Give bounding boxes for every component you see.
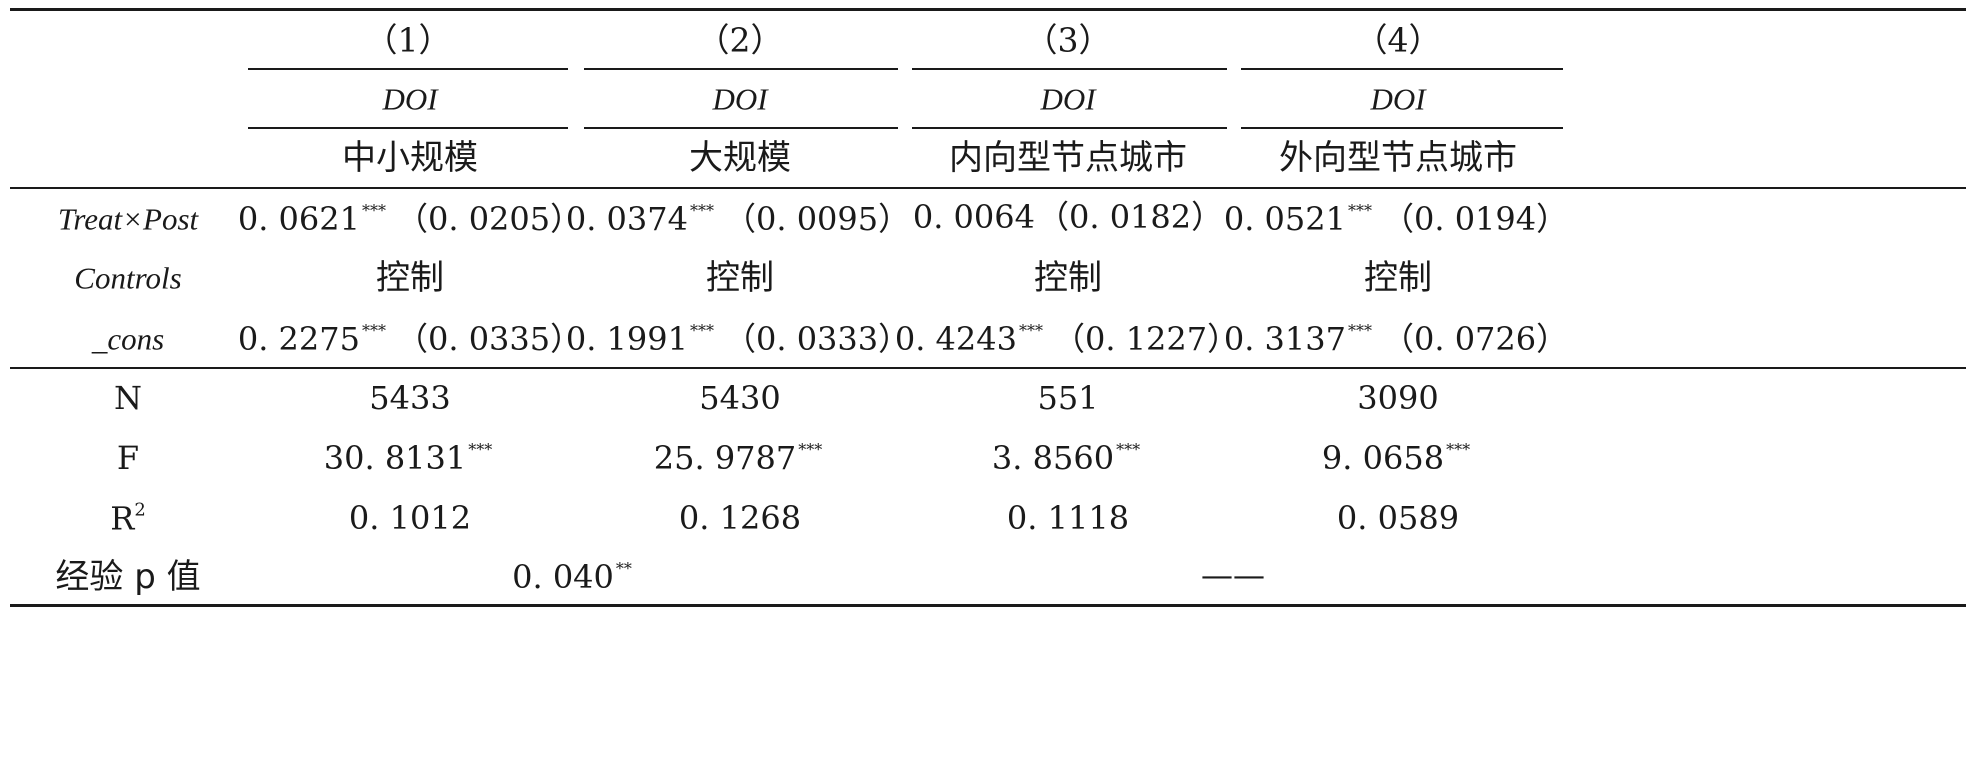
dep-var-2: DOI bbox=[712, 81, 768, 117]
n-cell-1: 5433 bbox=[369, 379, 451, 417]
controls-cell-1: 控制 bbox=[376, 258, 444, 298]
controls-cell-3: 控制 bbox=[1034, 258, 1102, 298]
f-cell-1: 30. 8131 *** bbox=[323, 439, 493, 477]
row-label-n: N bbox=[114, 379, 142, 417]
col4-rule-a bbox=[1241, 68, 1563, 70]
column-number-1: （1） bbox=[364, 20, 452, 60]
n-cell-4: 3090 bbox=[1357, 379, 1439, 417]
dep-var-1: DOI bbox=[382, 81, 438, 117]
treat-post-cell-4: 0. 0521 *** （0. 0194） bbox=[1223, 200, 1569, 238]
controls-cell-4: 控制 bbox=[1364, 258, 1432, 298]
treat-post-cell-2: 0. 0374 *** （0. 0095） bbox=[565, 200, 911, 238]
cons-cell-3: 0. 4243 *** （0. 1227） bbox=[894, 320, 1240, 358]
n-cell-2: 5430 bbox=[699, 379, 781, 417]
f-cell-2: 25. 9787 *** bbox=[653, 439, 823, 477]
dep-var-3: DOI bbox=[1040, 81, 1096, 117]
n-cell-3: 551 bbox=[1037, 379, 1099, 417]
f-cell-3: 3. 8560 *** bbox=[991, 439, 1141, 477]
group-2: 大规模 bbox=[689, 138, 791, 178]
column-number-3: （3） bbox=[1024, 20, 1112, 60]
col3-rule-b bbox=[912, 127, 1227, 129]
row-label-f: F bbox=[116, 439, 140, 477]
pvalue-right: —— bbox=[1201, 556, 1265, 594]
f-cell-4: 9. 0658 *** bbox=[1321, 439, 1471, 477]
group-4: 外向型节点城市 bbox=[1279, 138, 1517, 178]
cons-cell-1: 0. 2275 *** （0. 0335） bbox=[237, 320, 583, 358]
col2-rule-b bbox=[584, 127, 898, 129]
row-label-cons: _cons bbox=[91, 321, 165, 357]
r2-cell-2: 0. 1268 bbox=[678, 499, 802, 537]
col2-rule-a bbox=[584, 68, 898, 70]
treat-post-cell-1: 0. 0621 *** （0. 0205） bbox=[237, 200, 583, 238]
col3-rule-a bbox=[912, 68, 1227, 70]
row-label-treat-post: Treat×Post bbox=[57, 201, 199, 237]
stats-top-rule bbox=[10, 367, 1966, 369]
row-label-controls: Controls bbox=[74, 260, 182, 296]
r2-cell-3: 0. 1118 bbox=[1006, 499, 1130, 537]
controls-cell-2: 控制 bbox=[706, 258, 774, 298]
r2-cell-1: 0. 1012 bbox=[348, 499, 472, 537]
group-1: 中小规模 bbox=[342, 138, 478, 178]
r2-cell-4: 0. 0589 bbox=[1336, 499, 1460, 537]
col1-rule-b bbox=[248, 127, 568, 129]
group-3: 内向型节点城市 bbox=[949, 138, 1187, 178]
header-bottom-rule bbox=[10, 187, 1966, 189]
top-rule bbox=[10, 8, 1966, 11]
treat-post-cell-3: 0. 0064（0. 0182） bbox=[912, 198, 1224, 236]
cons-cell-4: 0. 3137 *** （0. 0726） bbox=[1223, 320, 1569, 358]
col4-rule-b bbox=[1241, 127, 1563, 129]
bottom-rule bbox=[10, 604, 1966, 607]
col1-rule-a bbox=[248, 68, 568, 70]
pvalue-left: 0. 040 ** bbox=[512, 558, 632, 596]
column-number-2: （2） bbox=[696, 20, 784, 60]
dep-var-4: DOI bbox=[1370, 81, 1426, 117]
row-label-pvalue: 经验 p 值 bbox=[55, 557, 201, 597]
row-label-r2: R2 bbox=[110, 499, 146, 538]
column-number-4: （4） bbox=[1354, 20, 1442, 60]
cons-cell-2: 0. 1991 *** （0. 0333） bbox=[565, 320, 911, 358]
